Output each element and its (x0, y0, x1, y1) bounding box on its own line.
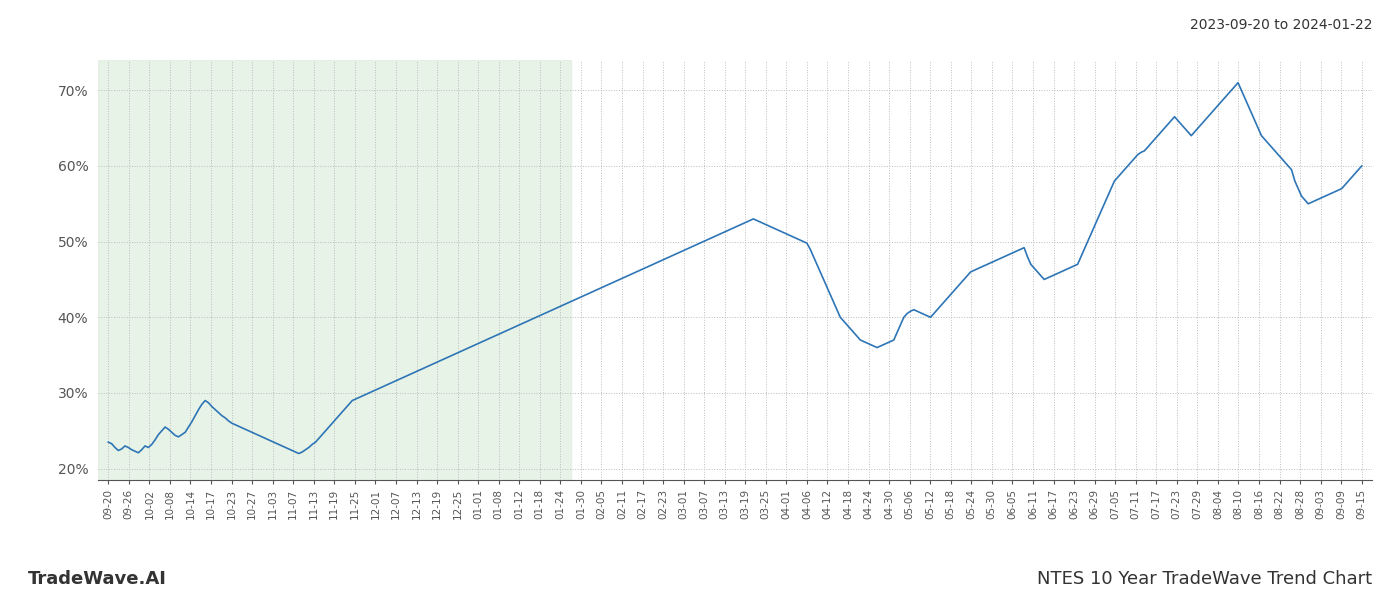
Text: TradeWave.AI: TradeWave.AI (28, 570, 167, 588)
Text: 2023-09-20 to 2024-01-22: 2023-09-20 to 2024-01-22 (1190, 18, 1372, 32)
Bar (98, 60, 571, 480)
Text: NTES 10 Year TradeWave Trend Chart: NTES 10 Year TradeWave Trend Chart (1037, 570, 1372, 588)
